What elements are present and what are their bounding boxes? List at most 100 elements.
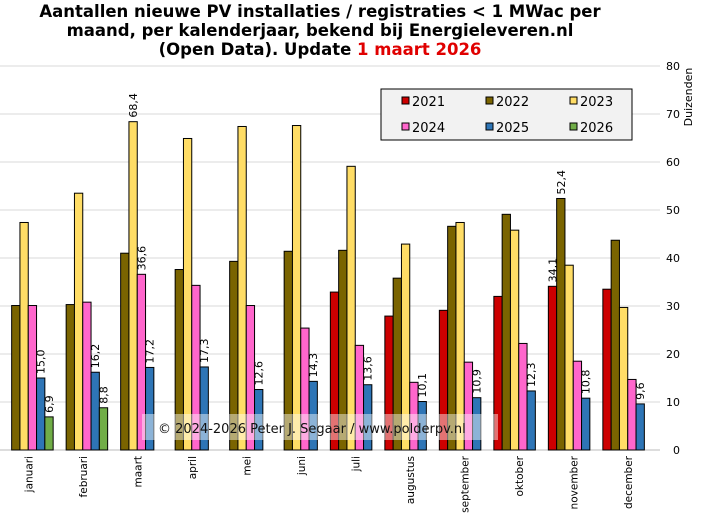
bar-2026-januari [44, 416, 54, 451]
watermark-text: © 2024-2026 Peter J. Segaar / www.polder… [158, 422, 466, 437]
title-update-date: 1 maart 2026 [357, 40, 482, 59]
bar-2025-juni [308, 380, 318, 451]
data-label: 17,3 [198, 338, 211, 363]
legend-label-2022: 2022 [496, 95, 529, 110]
x-tick-label: juni [296, 456, 308, 476]
y-axis-title: Duizenden [682, 68, 695, 127]
bar-2024-januari [27, 305, 38, 451]
legend-swatch-2023 [569, 96, 578, 105]
bar-2021-november [547, 285, 558, 451]
data-label: 9,6 [634, 382, 647, 400]
data-label: 14,3 [307, 353, 320, 378]
x-tick-label: januari [23, 456, 35, 493]
bar-2025-mei [254, 389, 264, 451]
bar-2022-januari [11, 305, 21, 451]
bar-2023-maart [128, 121, 138, 451]
bar-2025-augustus [417, 401, 427, 451]
y-tick-label: 70 [666, 108, 680, 121]
title-line-2: maand, per kalenderjaar, bekend bij Ener… [66, 21, 574, 40]
data-label: 10,8 [580, 370, 593, 395]
legend-swatch-2026 [569, 122, 578, 131]
data-label: 15,0 [35, 350, 48, 375]
data-label: 36,6 [135, 246, 148, 271]
legend-box [380, 88, 633, 141]
bar-2024-oktober [518, 342, 528, 451]
bar-2025-september [472, 397, 482, 451]
bar-2025-april [199, 366, 209, 451]
data-label: 13,6 [362, 356, 375, 381]
data-label: 10,1 [416, 373, 429, 398]
legend-swatch-2021 [401, 96, 410, 105]
x-tick-label: november [568, 455, 580, 509]
legend-label-2021: 2021 [412, 95, 445, 110]
y-tick-label: 50 [666, 204, 680, 217]
bar-2022-december [610, 239, 620, 451]
y-tick-label: 40 [666, 252, 680, 265]
bar-2025-maart [145, 366, 155, 451]
bar-2023-mei [237, 125, 247, 451]
bar-2023-september [455, 221, 465, 451]
data-label: 8,8 [98, 386, 111, 404]
y-tick-label: 20 [666, 348, 680, 361]
bar-2022-februari [65, 304, 75, 451]
title-line-1: Aantallen nieuwe PV installaties / regis… [39, 2, 601, 21]
bar-2023-juni [291, 125, 302, 451]
bar-2023-augustus [400, 243, 411, 451]
data-label: 6,9 [43, 395, 56, 413]
bar-2024-februari [82, 301, 92, 451]
bar-2023-december [618, 306, 629, 451]
legend-label-2026: 2026 [580, 121, 613, 136]
bar-2022-oktober [501, 213, 511, 451]
bar-2025-januari [36, 377, 46, 451]
bar-2025-februari [90, 371, 100, 451]
bar-2025-juli [363, 384, 373, 451]
bar-2023-juli [346, 165, 356, 451]
bar-2022-maart [120, 252, 130, 451]
legend-label-2023: 2023 [580, 95, 613, 110]
data-label: 52,4 [555, 170, 568, 195]
bar-2023-januari [19, 221, 29, 451]
legend-label-2025: 2025 [496, 121, 529, 136]
x-tick-label: augustus [405, 456, 417, 504]
x-tick-label: mei [241, 456, 253, 476]
bar-2023-februari [73, 192, 84, 451]
bar-2024-maart [136, 273, 147, 451]
title-line-3-text: (Open Data). Update [158, 40, 358, 59]
y-tick-label: 80 [666, 60, 680, 73]
data-label: 10,9 [471, 369, 484, 394]
data-label: 16,2 [89, 344, 102, 369]
y-tick-label: 10 [666, 396, 680, 409]
chart-title: Aantallen nieuwe PV installaties / regis… [0, 2, 640, 59]
data-label: 17,2 [144, 339, 157, 364]
x-tick-label: april [187, 456, 199, 479]
y-tick-label: 30 [666, 300, 680, 313]
x-tick-label: februari [78, 456, 90, 497]
y-tick-label: 60 [666, 156, 680, 169]
bar-2021-december [602, 288, 612, 451]
data-label: 68,4 [127, 93, 140, 118]
y-tick-label: 0 [673, 444, 680, 457]
title-line-3: (Open Data). Update 1 maart 2026 [0, 40, 640, 59]
bar-2023-oktober [509, 229, 520, 451]
bar-2022-november [556, 197, 566, 451]
legend-swatch-2025 [485, 122, 494, 131]
x-tick-label: december [623, 455, 635, 509]
bar-2023-april [182, 137, 193, 451]
watermark-box [142, 414, 498, 440]
bar-2026-februari [98, 407, 109, 451]
bar-2024-mei [245, 305, 256, 451]
x-tick-label: maart [132, 456, 144, 488]
x-tick-label: oktober [514, 455, 526, 496]
bar-2025-december [635, 403, 645, 451]
x-tick-label: september [459, 455, 471, 513]
data-label: 12,3 [525, 362, 538, 387]
legend-swatch-2022 [485, 96, 494, 105]
legend-swatch-2024 [401, 122, 410, 131]
bar-2023-november [564, 264, 574, 451]
bar-2025-oktober [526, 390, 536, 451]
legend-label-2024: 2024 [412, 121, 445, 136]
bar-2025-november [581, 397, 591, 451]
x-tick-label: juli [350, 456, 362, 472]
data-label: 12,6 [253, 361, 266, 386]
